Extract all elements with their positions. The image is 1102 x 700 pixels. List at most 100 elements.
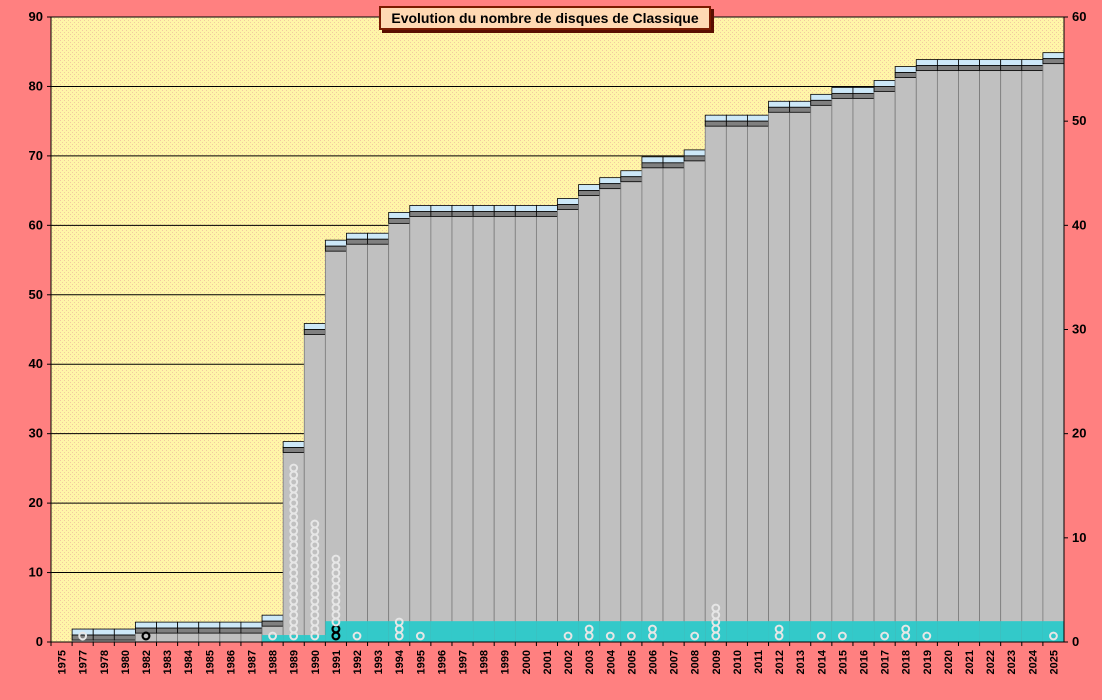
bar-cap-band — [113, 634, 136, 641]
ytick-left-label: 50 — [29, 287, 43, 302]
base-bar-1998 — [473, 621, 495, 642]
base-bar-2015 — [831, 621, 853, 642]
bar-cap — [451, 205, 474, 212]
xtick-label: 1977 — [78, 650, 90, 674]
xtick-label: 2004 — [605, 649, 617, 674]
bar-1998 — [472, 211, 495, 643]
base-bar-2007 — [663, 621, 685, 642]
bar-cap — [894, 66, 917, 73]
bar-1990 — [303, 329, 326, 643]
bar-2002 — [557, 204, 580, 643]
base-bar-2000 — [515, 621, 537, 642]
ytick-left-label: 20 — [29, 495, 43, 510]
bar-cap-band — [915, 65, 938, 72]
base-bar-2011 — [747, 621, 769, 642]
bar-cap-band — [177, 627, 200, 634]
ytick-left-label: 0 — [36, 634, 43, 649]
base-bar-1997 — [451, 621, 474, 642]
bar-1993 — [367, 238, 390, 643]
xtick-label: 1983 — [162, 650, 174, 674]
xtick-label: 1980 — [120, 650, 132, 674]
base-bar-2022 — [979, 621, 1001, 642]
base-bar-2005 — [620, 621, 642, 642]
xtick-label: 2025 — [1048, 650, 1060, 674]
bar-cap — [557, 198, 580, 205]
xtick-label: 2008 — [690, 650, 702, 674]
marker — [584, 624, 594, 634]
xtick-label: 2009 — [711, 650, 723, 674]
bar-2005 — [620, 176, 643, 643]
bar-cap-band — [324, 245, 347, 252]
marker — [711, 603, 721, 613]
bar-cap — [219, 621, 242, 629]
bar-cap-band — [198, 627, 221, 634]
bar-cap-band — [346, 238, 368, 245]
bar-cap-band — [156, 627, 179, 634]
bar-cap-band — [810, 99, 833, 106]
base-bar-2023 — [1000, 621, 1022, 642]
bar-cap — [324, 239, 347, 247]
bar-cap-band — [958, 65, 980, 72]
bar-cap-band — [1021, 65, 1044, 72]
base-bar-2004 — [599, 621, 621, 642]
xtick-label: 2006 — [647, 650, 659, 674]
xtick-label: 1995 — [415, 650, 427, 674]
xtick-label: 2014 — [816, 649, 828, 674]
bar-2013 — [789, 106, 812, 643]
bar-cap — [240, 621, 263, 629]
xtick-label: 2023 — [1006, 650, 1018, 674]
ytick-left-label: 60 — [29, 217, 43, 232]
base-bar-2024 — [1021, 621, 1043, 642]
xtick-label: 1990 — [310, 650, 322, 674]
base-bar-1993 — [367, 621, 389, 642]
bar-2004 — [599, 183, 622, 643]
bar-cap-band — [451, 211, 474, 217]
bar-cap-band — [514, 211, 537, 217]
marker — [394, 617, 404, 627]
xtick-label: 2010 — [732, 650, 744, 674]
bar-cap — [261, 614, 284, 622]
bar-2022 — [979, 65, 1002, 643]
bar-1992 — [346, 238, 368, 643]
bar-cap — [789, 100, 812, 108]
bar-cap-band — [936, 65, 959, 72]
xtick-label: 1994 — [394, 649, 406, 674]
bar-cap-band — [261, 620, 284, 627]
ytick-left-label: 30 — [29, 426, 43, 441]
ytick-right-label: 10 — [1072, 530, 1086, 545]
bar-1994 — [388, 217, 411, 643]
bar-2010 — [725, 120, 748, 643]
bar-1989 — [282, 447, 305, 643]
xtick-label: 1987 — [246, 650, 258, 674]
bar-2025 — [1042, 58, 1065, 643]
bar-cap — [662, 156, 685, 164]
ytick-left-label: 40 — [29, 356, 43, 371]
bar-cap-band — [430, 211, 453, 217]
xtick-label: 1978 — [99, 650, 111, 674]
bar-cap — [92, 628, 115, 636]
base-bar-2025 — [1042, 621, 1064, 642]
xtick-label: 2016 — [859, 650, 871, 674]
base-bar-2016 — [852, 621, 875, 642]
marker — [310, 519, 320, 529]
xtick-label: 1997 — [458, 650, 470, 674]
bar-cap — [430, 205, 453, 212]
xtick-label: 1991 — [331, 650, 343, 674]
base-bar-2021 — [958, 621, 980, 642]
marker — [268, 631, 277, 641]
xtick-label: 1989 — [289, 650, 301, 674]
bar-cap-band — [303, 329, 326, 335]
bar-cap-band — [894, 72, 917, 78]
bar-cap-band — [240, 627, 263, 634]
base-bar-2002 — [557, 621, 579, 642]
base-bar-2019 — [916, 621, 938, 642]
bar-cap-band — [979, 65, 1002, 72]
bar-cap — [810, 93, 833, 101]
xtick-label: 2005 — [626, 650, 638, 674]
bar-cap — [599, 177, 622, 185]
ytick-right-label: 30 — [1072, 322, 1086, 337]
base-bar-2008 — [684, 621, 706, 642]
xtick-label: 2022 — [985, 650, 997, 674]
marker — [816, 631, 826, 641]
